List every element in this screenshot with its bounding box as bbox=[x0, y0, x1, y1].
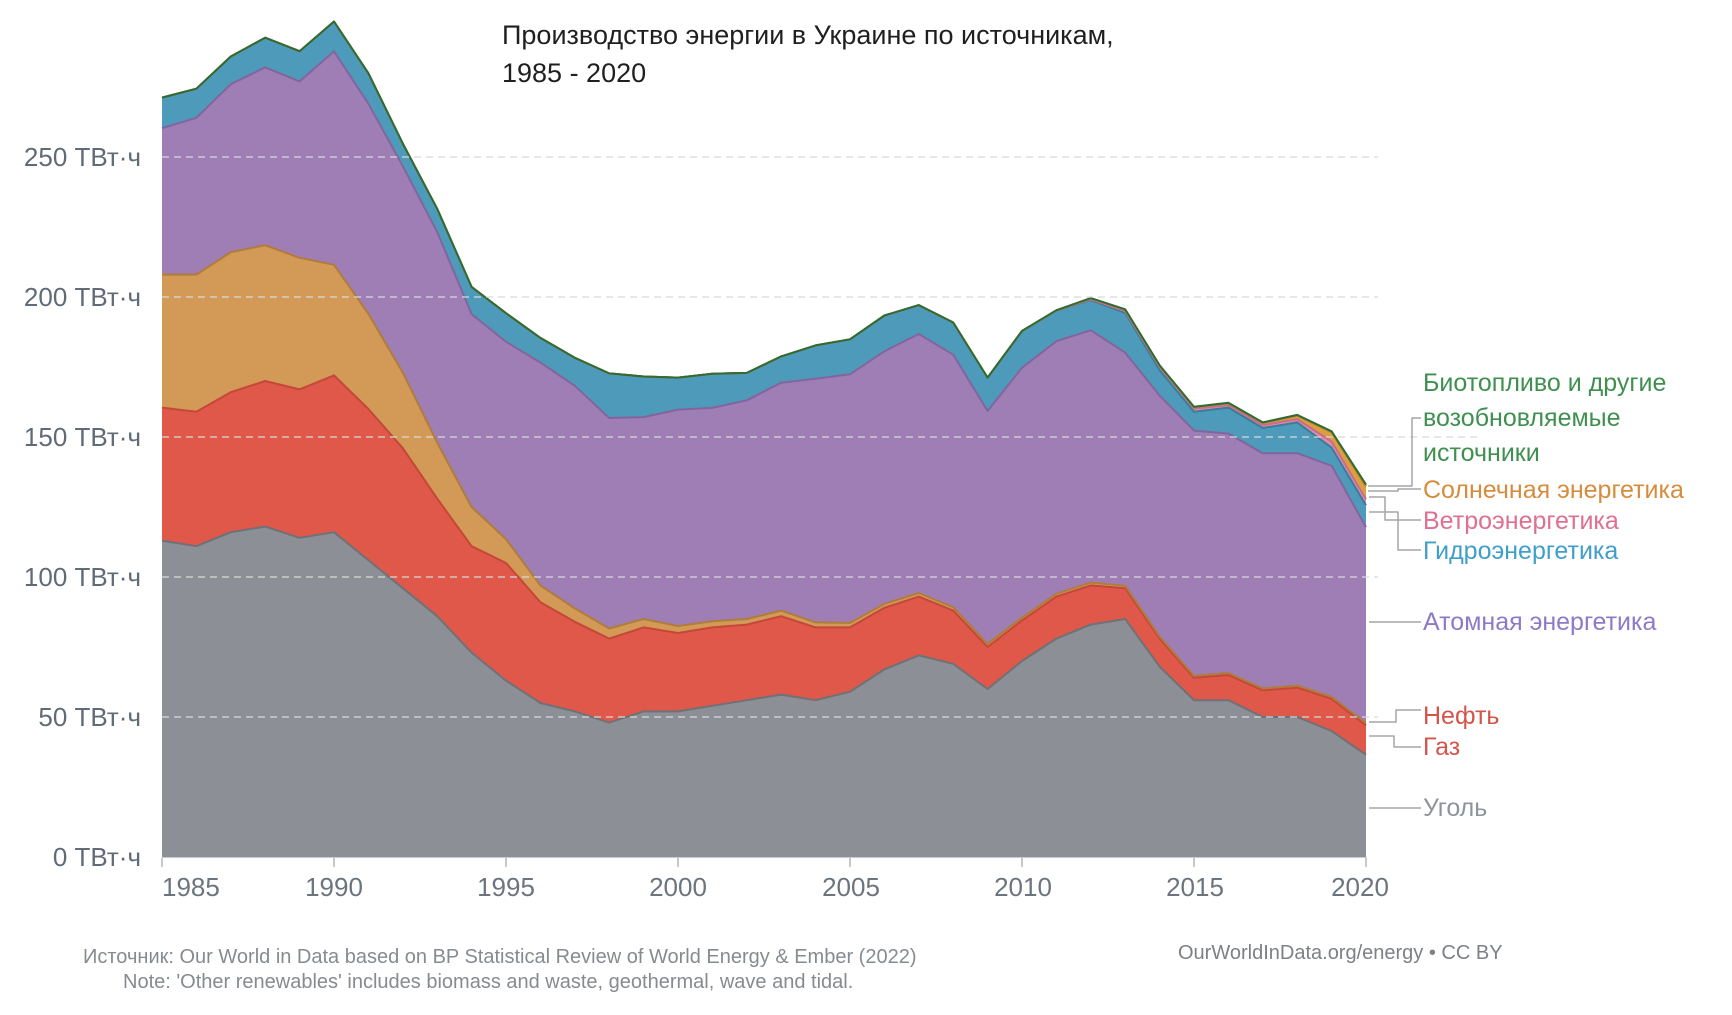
footer-link: OurWorldInData.org/energy • CC BY bbox=[1178, 942, 1503, 964]
y-axis-tick-label: 250 ТВт·ч bbox=[23, 142, 141, 172]
x-axis-tick-label: 1985 bbox=[162, 872, 220, 902]
legend-label-nuclear: Атомная энергетика bbox=[1423, 608, 1657, 636]
area-series-2 bbox=[162, 245, 1366, 726]
chart-title-line1: Производство энергии в Украине по источн… bbox=[502, 20, 1114, 50]
area-series-0 bbox=[162, 526, 1366, 857]
chart-title: Производство энергии в Украине по источн… bbox=[502, 16, 1114, 92]
area-series-4 bbox=[162, 21, 1366, 528]
y-axis-tick-label: 200 ТВт·ч bbox=[23, 282, 141, 312]
series-edge-3 bbox=[161, 50, 1367, 528]
chart-title-line2: 1985 - 2020 bbox=[502, 58, 647, 88]
legend-label-solar: Солнечная энергетика bbox=[1423, 476, 1684, 504]
x-axis-tick-label: 2015 bbox=[1166, 872, 1224, 902]
x-axis-tick-label: 2005 bbox=[822, 872, 880, 902]
x-axis-tick-label: 1990 bbox=[305, 872, 363, 902]
legend-label-hydro: Гидроэнергетика bbox=[1423, 537, 1619, 565]
x-axis-tick-label: 2000 bbox=[649, 872, 707, 902]
y-axis-tick-label: 100 ТВт·ч bbox=[23, 562, 141, 592]
area-series-1 bbox=[162, 375, 1366, 755]
x-axis-tick-label: 1995 bbox=[477, 872, 535, 902]
legend-label-coal: Уголь bbox=[1423, 794, 1488, 822]
y-axis-tick-label: 0 ТВт·ч bbox=[52, 842, 141, 872]
legend-leader-line-hydro bbox=[1369, 511, 1421, 551]
legend-leader-line-wind bbox=[1369, 496, 1421, 521]
legend-leader-line-solar bbox=[1368, 488, 1421, 492]
footer-note: Note: 'Other renewables' includes biomas… bbox=[123, 971, 854, 993]
legend-leader-line-gas bbox=[1369, 735, 1421, 748]
series-edge-0 bbox=[161, 525, 1367, 756]
x-axis-tick-label: 2020 bbox=[1331, 872, 1389, 902]
legend-leader-line-other-renewables bbox=[1368, 417, 1421, 487]
legend-label-oil: Нефть bbox=[1423, 702, 1500, 730]
legend-label-wind: Ветроэнергетика bbox=[1423, 507, 1619, 535]
legend-leader-line-oil bbox=[1369, 709, 1421, 723]
series-edge-7 bbox=[161, 20, 1367, 486]
footer-source: Источник: Our World in Data based on BP … bbox=[83, 946, 917, 968]
y-axis-tick-label: 150 ТВт·ч bbox=[23, 422, 141, 452]
legend-label-gas: Газ bbox=[1423, 733, 1461, 761]
series-edge-2 bbox=[162, 244, 1367, 724]
y-axis-tick-label: 50 ТВт·ч bbox=[38, 702, 141, 732]
series-edge-1 bbox=[161, 374, 1367, 727]
x-axis-tick-label: 2010 bbox=[994, 872, 1052, 902]
area-series-3 bbox=[162, 51, 1366, 724]
legend-label-other-renewables: Биотопливо и другие возобновляемые источ… bbox=[1423, 369, 1667, 467]
